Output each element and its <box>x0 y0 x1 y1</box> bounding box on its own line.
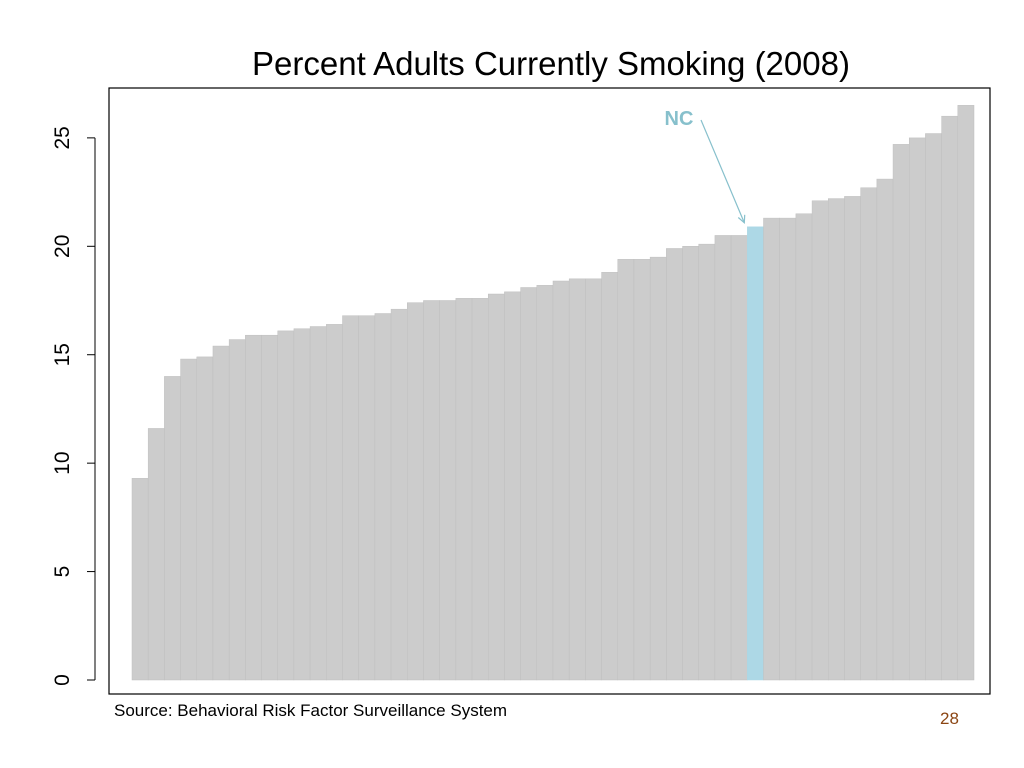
bar <box>228 339 246 681</box>
bar <box>779 217 797 681</box>
y-tick-label: 5 <box>51 566 74 578</box>
bar <box>277 330 295 681</box>
y-tick-label: 10 <box>51 451 74 474</box>
y-tick-label: 0 <box>51 674 74 686</box>
bar <box>407 302 424 681</box>
bar <box>180 358 198 681</box>
bar <box>164 376 181 681</box>
bar <box>212 345 230 681</box>
bar <box>147 428 165 681</box>
bar <box>471 298 489 681</box>
bar <box>714 235 732 681</box>
bar <box>860 187 878 681</box>
bar <box>633 259 651 681</box>
bar <box>666 248 683 681</box>
bar <box>698 243 716 681</box>
bar <box>487 293 505 681</box>
bar <box>876 178 894 681</box>
bar <box>601 272 619 681</box>
bar <box>504 291 521 681</box>
bar <box>536 285 554 681</box>
highlight-label: NC <box>665 108 694 130</box>
bar <box>342 315 359 681</box>
bar <box>309 326 327 681</box>
bar <box>585 278 602 681</box>
bar <box>326 324 343 681</box>
y-tick-label: 20 <box>51 235 74 258</box>
bar <box>520 287 538 681</box>
bar <box>763 217 780 681</box>
source-note: Source: Behavioral Risk Factor Surveilla… <box>114 701 508 720</box>
highlight-annotation: NC <box>665 108 746 225</box>
bar <box>358 315 376 681</box>
bar <box>568 278 586 681</box>
bar <box>293 328 311 681</box>
bar <box>795 213 813 681</box>
y-tick-label: 15 <box>51 343 74 366</box>
chart-title: Percent Adults Currently Smoking (2008) <box>252 45 850 82</box>
bar <box>390 308 408 681</box>
bar <box>957 105 975 681</box>
bar <box>682 246 699 681</box>
bar <box>455 298 473 681</box>
bar <box>423 300 440 681</box>
bar <box>844 196 861 681</box>
plot-frame <box>108 87 991 695</box>
bar <box>908 137 926 681</box>
bar <box>617 259 635 681</box>
annotation-arrow <box>700 119 745 224</box>
y-tick-label: 25 <box>51 126 74 149</box>
bar <box>828 198 845 681</box>
bar <box>131 478 149 681</box>
annotation-arrowhead <box>737 214 746 225</box>
page-number: 28 <box>940 709 959 728</box>
bar <box>941 115 959 681</box>
bar <box>892 144 910 681</box>
bar <box>196 356 214 681</box>
bar <box>439 300 457 681</box>
bar <box>374 313 392 681</box>
bar-highlighted <box>747 226 764 681</box>
bar <box>730 235 748 681</box>
y-axis: 0 5 10 15 20 25 <box>51 126 96 686</box>
bar <box>649 256 667 681</box>
bars-layer <box>131 105 975 681</box>
bar <box>245 334 262 681</box>
bar <box>552 280 570 681</box>
bar <box>925 133 942 681</box>
bar <box>261 334 278 681</box>
bar <box>811 200 829 681</box>
